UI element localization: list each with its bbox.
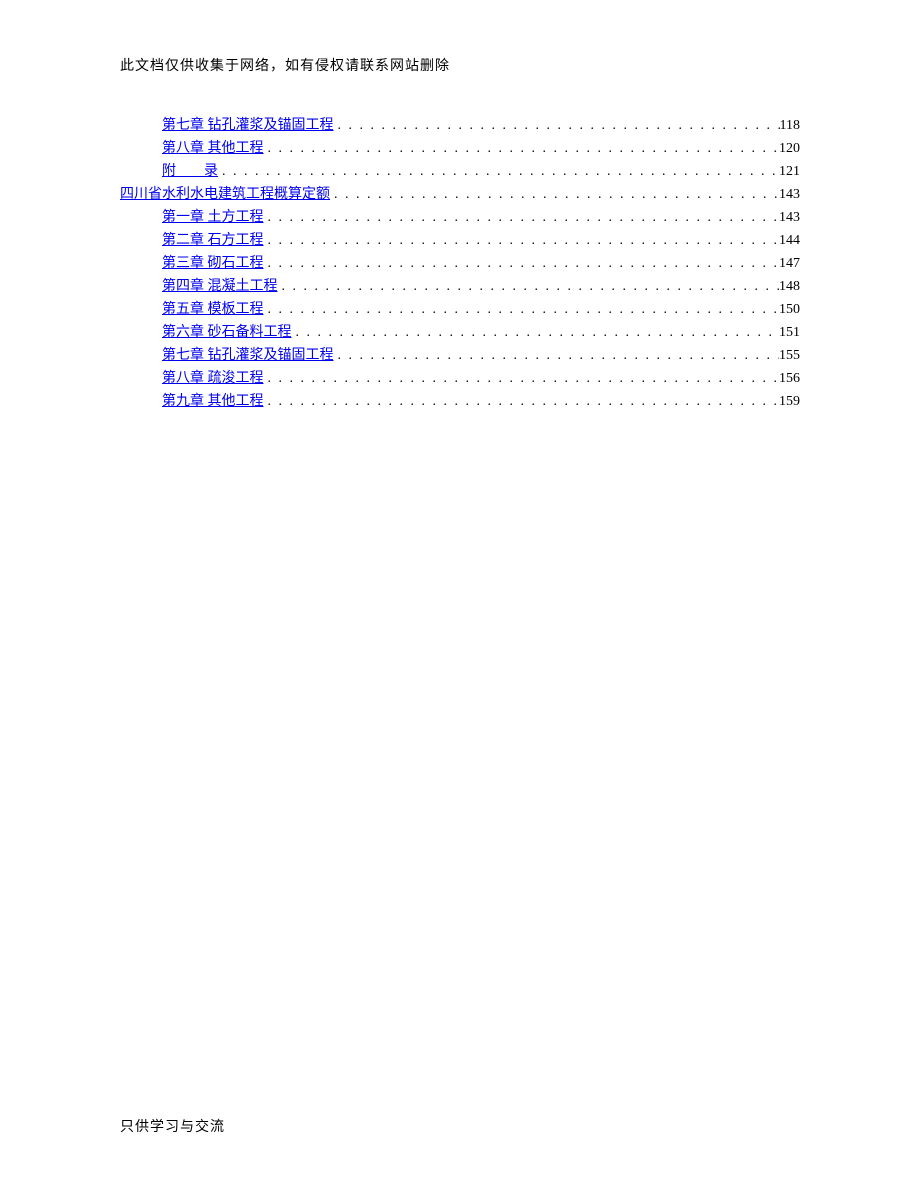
- toc-link[interactable]: 第七章 钻孔灌浆及锚固工程: [162, 115, 334, 137]
- toc-entry: 第五章 模板工程 150: [120, 299, 800, 321]
- toc-dots: [330, 184, 779, 206]
- toc-entry: 第九章 其他工程 159: [120, 391, 800, 413]
- toc-dots: [264, 207, 780, 229]
- toc-page-number: 147: [779, 253, 800, 275]
- toc-page-number: 159: [779, 391, 800, 413]
- toc-link[interactable]: 第二章 石方工程: [162, 230, 264, 252]
- toc-page-number: 121: [779, 161, 800, 183]
- toc-entry: 第六章 砂石备料工程 151: [120, 322, 800, 344]
- toc-page-number: 144: [779, 230, 800, 252]
- toc-entry: 第四章 混凝土工程 148: [120, 276, 800, 298]
- toc-link[interactable]: 第七章 钻孔灌浆及锚固工程: [162, 345, 334, 367]
- footer-note: 只供学习与交流: [120, 1116, 225, 1136]
- toc-entry: 第七章 钻孔灌浆及锚固工程 118: [120, 115, 800, 137]
- toc-entry: 第三章 砌石工程 147: [120, 253, 800, 275]
- toc-link[interactable]: 附 录: [162, 161, 218, 183]
- toc-page-number: 120: [779, 138, 800, 160]
- toc-page-number: 155: [779, 345, 800, 367]
- toc-link[interactable]: 第四章 混凝土工程: [162, 276, 278, 298]
- toc-dots: [264, 391, 780, 413]
- toc-entry: 附 录 121: [120, 161, 800, 183]
- table-of-contents: 第七章 钻孔灌浆及锚固工程 118 第八章 其他工程 120 附 录 121 四…: [120, 115, 800, 413]
- toc-page-number: 150: [779, 299, 800, 321]
- toc-dots: [334, 345, 780, 367]
- toc-link[interactable]: 四川省水利水电建筑工程概算定额: [120, 184, 330, 206]
- toc-entry: 四川省水利水电建筑工程概算定额 143: [120, 184, 800, 206]
- toc-page-number: 143: [779, 184, 800, 206]
- toc-dots: [292, 322, 780, 344]
- toc-link[interactable]: 第八章 其他工程: [162, 138, 264, 160]
- toc-dots: [334, 115, 780, 137]
- toc-link[interactable]: 第九章 其他工程: [162, 391, 264, 413]
- toc-entry: 第一章 土方工程 143: [120, 207, 800, 229]
- toc-page-number: 118: [780, 115, 800, 137]
- toc-link[interactable]: 第三章 砌石工程: [162, 253, 264, 275]
- toc-dots: [264, 230, 780, 252]
- toc-link[interactable]: 第八章 疏浚工程: [162, 368, 264, 390]
- toc-page-number: 151: [779, 322, 800, 344]
- toc-dots: [264, 253, 780, 275]
- toc-dots: [264, 368, 780, 390]
- toc-dots: [264, 138, 780, 160]
- toc-link[interactable]: 第五章 模板工程: [162, 299, 264, 321]
- toc-entry: 第七章 钻孔灌浆及锚固工程 155: [120, 345, 800, 367]
- toc-dots: [264, 299, 780, 321]
- toc-entry: 第八章 疏浚工程 156: [120, 368, 800, 390]
- toc-page-number: 156: [779, 368, 800, 390]
- toc-dots: [218, 161, 779, 183]
- toc-page-number: 148: [779, 276, 800, 298]
- toc-link[interactable]: 第六章 砂石备料工程: [162, 322, 292, 344]
- toc-entry: 第八章 其他工程 120: [120, 138, 800, 160]
- toc-entry: 第二章 石方工程 144: [120, 230, 800, 252]
- header-disclaimer: 此文档仅供收集于网络，如有侵权请联系网站删除: [120, 55, 800, 75]
- toc-link[interactable]: 第一章 土方工程: [162, 207, 264, 229]
- toc-page-number: 143: [779, 207, 800, 229]
- toc-dots: [278, 276, 780, 298]
